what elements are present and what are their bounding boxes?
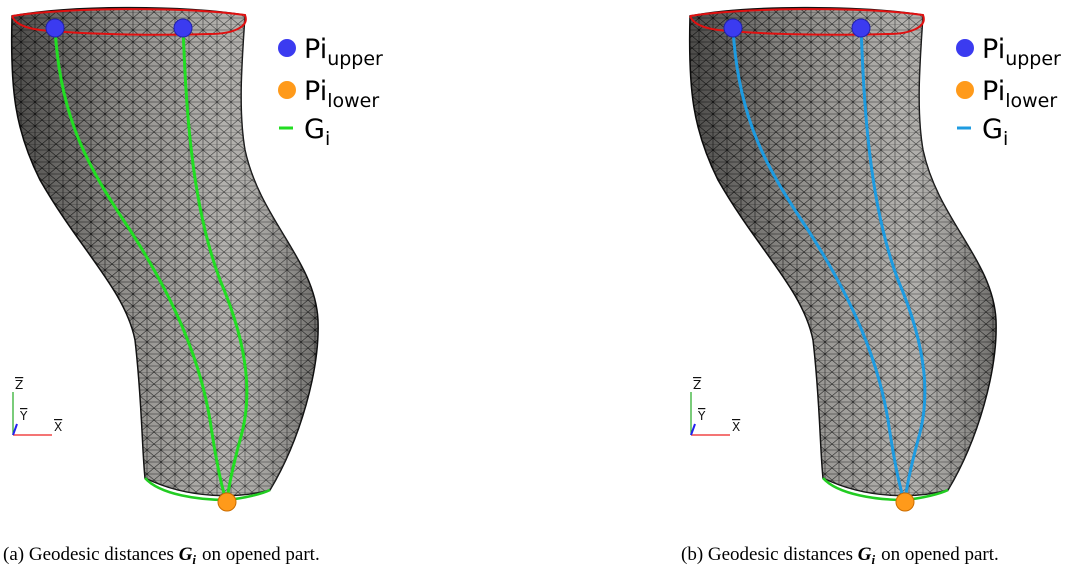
caption-text: on opened part. [202, 544, 320, 565]
y-label: Y [697, 409, 706, 423]
legend-base: Pi [304, 76, 327, 107]
y-axis [690, 423, 696, 436]
legend-base: G [982, 114, 1003, 145]
x-label: X [732, 420, 740, 434]
legend-entry: Piupper [982, 34, 1061, 70]
legend-entry: Pilower [304, 76, 379, 112]
caption-sub: i [871, 552, 875, 567]
surface-shading [11, 7, 319, 496]
legend-marker [278, 39, 296, 57]
upper-rim [689, 8, 925, 36]
lower-point [217, 492, 237, 512]
legend-sub: i [325, 128, 330, 150]
legend-entry: Gi [982, 114, 1008, 150]
caption-label: (a) [3, 544, 24, 565]
geodesic [859, 27, 927, 503]
legend-base: Pi [982, 76, 1005, 107]
geodesic [731, 27, 907, 503]
legend-base: Pi [304, 34, 327, 65]
upper-point [723, 18, 743, 38]
upper-rim [11, 8, 247, 36]
caption-text: on opened part. [881, 544, 999, 565]
surface-shading [689, 7, 997, 496]
legend-marker [956, 81, 974, 99]
legend-sub: lower [327, 90, 379, 112]
legend-entry: Piupper [304, 34, 383, 70]
caption: (b) Geodesic distances Gi on opened part. [681, 544, 999, 567]
y-label: Y [19, 409, 28, 423]
caption-text: Geodesic distances [29, 544, 174, 565]
legend-base: Pi [982, 34, 1005, 65]
y-axis [12, 423, 18, 436]
upper-point [851, 18, 871, 38]
geodesic [181, 27, 249, 503]
caption-symbol: G [179, 544, 193, 565]
upper-point [45, 18, 65, 38]
caption: (a) Geodesic distances Gi on opened part. [3, 544, 320, 567]
z-label: Z [693, 378, 701, 392]
caption-symbol: G [858, 544, 872, 565]
caption-sub: i [192, 552, 196, 567]
legend-entry: Pilower [982, 76, 1057, 112]
upper-point [173, 18, 193, 38]
legend-entry: Gi [304, 114, 330, 150]
legend-sub: upper [327, 48, 383, 70]
legend-marker [278, 81, 296, 99]
caption-label: (b) [681, 544, 703, 565]
legend-marker [956, 39, 974, 57]
x-label: X [54, 420, 62, 434]
legend-sub: lower [1005, 90, 1057, 112]
caption-text: Geodesic distances [708, 544, 853, 565]
lower-point [895, 492, 915, 512]
legend-sub: i [1003, 128, 1008, 150]
geodesic [53, 27, 229, 503]
z-label: Z [15, 378, 23, 392]
legend-sub: upper [1005, 48, 1061, 70]
legend-base: G [304, 114, 325, 145]
